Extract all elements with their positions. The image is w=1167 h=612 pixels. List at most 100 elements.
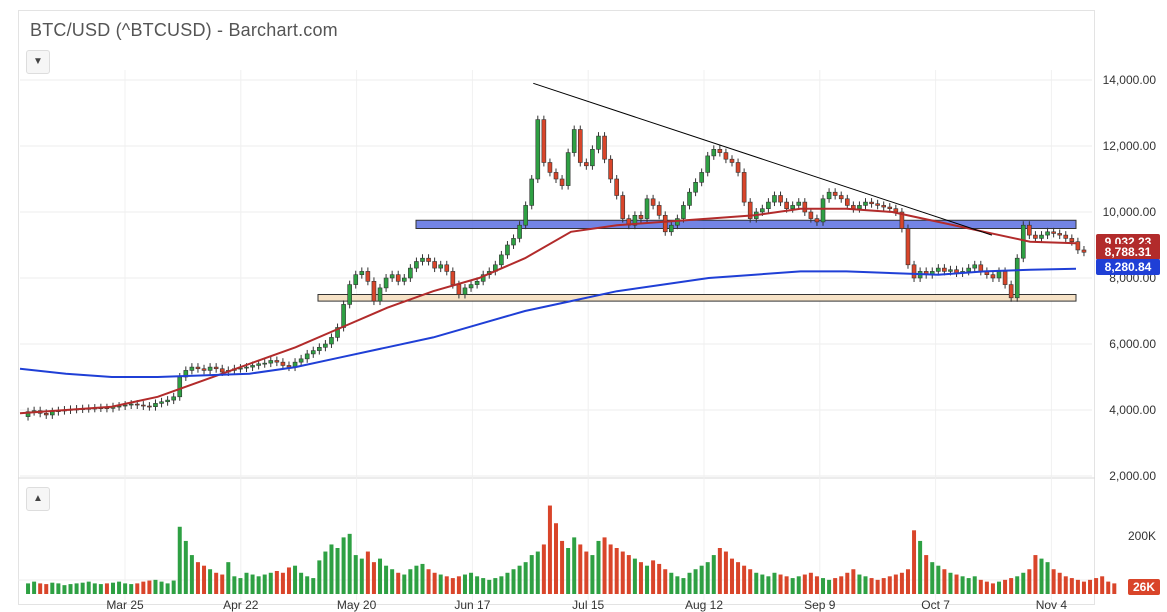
- candle-body: [420, 257, 425, 262]
- support-band: [317, 294, 1077, 302]
- candle-body: [50, 411, 55, 416]
- volume-bar: [147, 580, 152, 594]
- volume-bar: [863, 576, 868, 594]
- candle-body: [511, 238, 516, 246]
- price-tag-label: 8,788.31: [1105, 245, 1152, 259]
- volume-bar: [311, 578, 316, 594]
- volume-bar: [177, 526, 182, 594]
- candle-body: [687, 191, 692, 206]
- volume-bar: [499, 576, 504, 594]
- volume-bar: [845, 572, 850, 594]
- volume-bar: [286, 567, 291, 594]
- candle-body: [1008, 284, 1014, 299]
- volume-bar: [924, 555, 929, 594]
- y-tick-label: 4,000.00: [1109, 403, 1156, 417]
- candle-body: [213, 366, 219, 370]
- volume-bar: [1100, 576, 1105, 594]
- volume-bar: [117, 581, 122, 594]
- candle-body: [590, 149, 595, 167]
- candle-body: [796, 201, 802, 206]
- volume-bar: [123, 583, 128, 594]
- candle-body: [723, 152, 729, 160]
- volume-bar: [293, 565, 298, 594]
- candle-body: [1069, 238, 1075, 242]
- candle-body: [881, 205, 887, 208]
- candle-body: [262, 362, 268, 365]
- candle-body: [790, 205, 795, 209]
- volume-bar: [347, 533, 352, 594]
- volume-bar: [487, 579, 492, 594]
- candle-body: [408, 267, 413, 279]
- candle-body: [869, 201, 874, 205]
- volume-bar: [493, 578, 498, 594]
- volume-bar: [86, 581, 91, 594]
- volume-bar: [408, 569, 413, 594]
- volume-bar: [997, 581, 1002, 594]
- candle-body: [1051, 231, 1056, 234]
- volume-bar: [1106, 581, 1111, 594]
- volume-bar: [104, 583, 109, 594]
- candle-body: [577, 129, 583, 163]
- candle-body: [1057, 233, 1062, 236]
- volume-bar: [1057, 572, 1062, 594]
- volume-bar: [475, 576, 480, 594]
- price-tag-box: [1096, 244, 1160, 260]
- candle-body: [468, 284, 474, 289]
- volume-bar: [717, 548, 722, 594]
- volume-bar: [384, 565, 389, 594]
- candle-body: [304, 353, 310, 360]
- ma-fast-line: [19, 207, 1077, 415]
- volume-bar: [299, 572, 304, 594]
- candle-body: [899, 211, 905, 229]
- volume-bar: [232, 576, 237, 594]
- volume-bar: [438, 574, 443, 594]
- x-tick-label: Nov 4: [1036, 598, 1068, 612]
- volume-bar: [462, 574, 467, 594]
- candle-body: [832, 191, 838, 196]
- volume-bar: [56, 583, 61, 594]
- candle-body: [523, 205, 528, 226]
- candle-body: [383, 277, 389, 289]
- candle-body: [887, 206, 893, 210]
- x-tick-label: Aug 12: [685, 598, 723, 612]
- candle-body: [268, 360, 274, 364]
- candle-body: [681, 205, 686, 219]
- volume-bar: [129, 584, 134, 594]
- volume-bar: [523, 562, 528, 594]
- volume-bar: [529, 555, 534, 594]
- volume-bar: [481, 578, 486, 594]
- volume-bar: [220, 574, 225, 594]
- volume-bar: [44, 584, 49, 594]
- volume-bar: [68, 584, 73, 594]
- volume-bar: [578, 544, 583, 594]
- collapse-main-button[interactable]: ▼: [26, 50, 50, 74]
- candle-body: [966, 267, 971, 272]
- candle-body: [602, 135, 607, 160]
- candle-body: [662, 215, 668, 233]
- volume-bar: [274, 571, 279, 594]
- volume-bar: [38, 583, 43, 594]
- volume-bar: [280, 572, 285, 594]
- volume-bar: [371, 562, 376, 594]
- volume-bar: [517, 565, 522, 594]
- volume-bar: [645, 565, 650, 594]
- volume-bar: [936, 565, 941, 594]
- volume-bar: [165, 583, 170, 594]
- volume-bar: [784, 576, 789, 594]
- candle-body: [256, 363, 261, 366]
- candle-body: [978, 264, 984, 272]
- candle-body: [43, 412, 49, 416]
- volume-bar: [92, 583, 97, 594]
- volume-tick-label: 200K: [1128, 529, 1156, 543]
- candle-body: [808, 211, 814, 219]
- candle-body: [432, 261, 437, 269]
- volume-bar: [766, 576, 771, 594]
- candle-body: [414, 261, 419, 269]
- candle-body: [462, 287, 468, 295]
- collapse-volume-button[interactable]: ▲: [26, 487, 50, 511]
- volume-bar: [669, 572, 674, 594]
- volume-bar: [505, 572, 510, 594]
- candle-body: [608, 158, 613, 180]
- volume-bar: [62, 585, 67, 594]
